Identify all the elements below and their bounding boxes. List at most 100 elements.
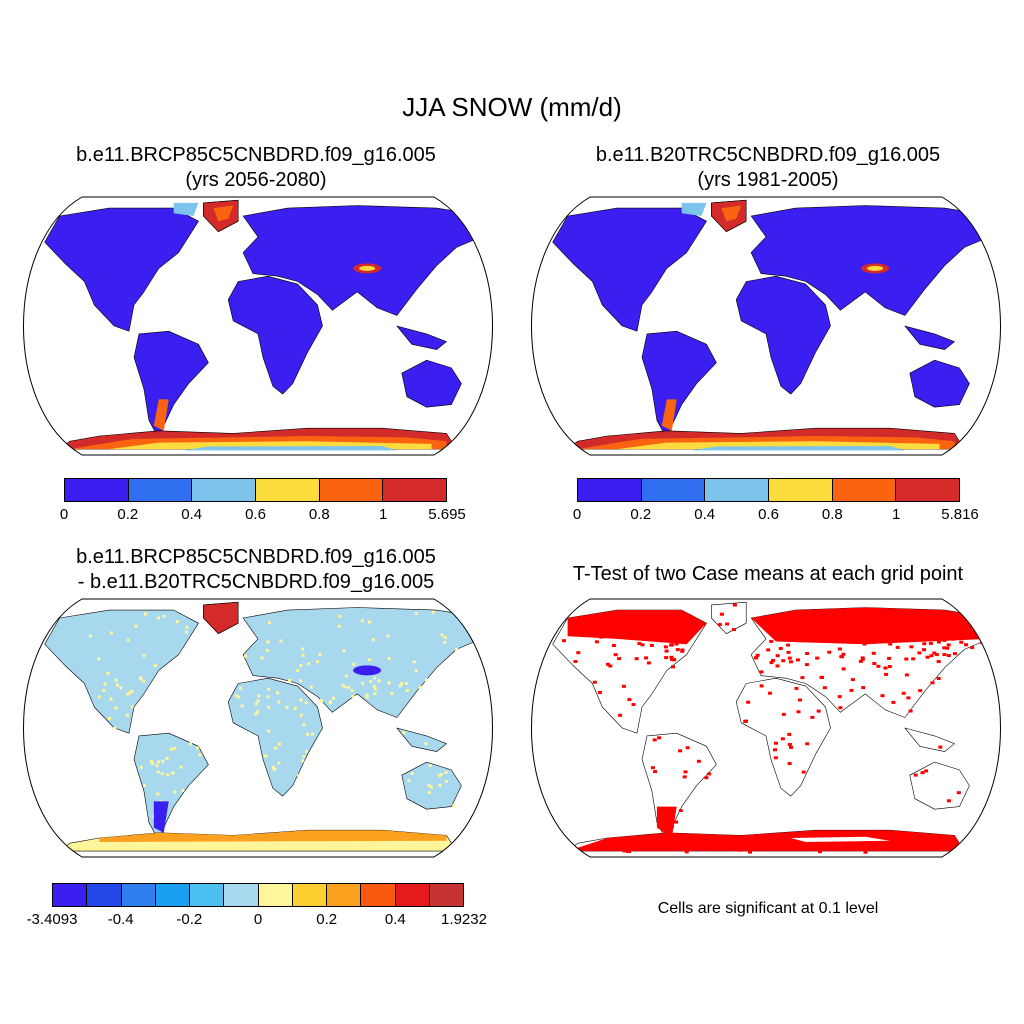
significant-cell (707, 772, 712, 776)
significant-cell (781, 659, 786, 663)
land-greenland (711, 601, 747, 635)
significant-cell (956, 791, 961, 795)
significant-cell (669, 643, 674, 647)
sig-eurasia-band (751, 607, 995, 645)
diff-cell (144, 612, 147, 616)
diff-cell (351, 694, 355, 698)
diff-cell (130, 689, 134, 693)
significant-cell (769, 661, 774, 665)
diff-cell (153, 664, 157, 667)
map-panel-rcp85 (23, 196, 493, 456)
significant-cell (561, 639, 566, 643)
diff-cell (342, 649, 346, 653)
significant-cell (675, 648, 680, 652)
diff-cell (115, 683, 119, 687)
diff-cell (267, 729, 271, 733)
map-outline (23, 598, 493, 858)
diff-cell (139, 677, 143, 681)
greenland-snow-band (213, 205, 234, 222)
significant-cell (637, 642, 642, 645)
diff-cell (373, 687, 377, 691)
diff-cell (260, 656, 264, 660)
significant-cell (936, 677, 941, 680)
significant-cell (837, 647, 842, 651)
diff-cell (169, 747, 173, 751)
diff-cell (360, 619, 364, 623)
land-greenland-diff (203, 601, 239, 635)
significant-cell (627, 850, 632, 853)
colorbar-tick-label: 0.6 (245, 506, 266, 523)
diff-cell (240, 704, 244, 708)
diff-cell (142, 654, 146, 658)
colorbar-swatch (832, 479, 897, 501)
diff-cell (274, 746, 278, 750)
diff-cell (318, 652, 322, 656)
significant-cell (732, 628, 736, 632)
diff-cell (279, 639, 283, 643)
land-seasia (396, 325, 447, 350)
significant-cell (934, 653, 939, 657)
land-seasia (904, 727, 955, 752)
significant-cell (769, 639, 774, 643)
significant-cell (942, 653, 947, 657)
diff-cell (268, 621, 272, 625)
significant-cell (925, 655, 930, 659)
diff-cell (427, 791, 431, 794)
diff-cell (142, 679, 146, 683)
diff-cell (320, 699, 323, 703)
colorbar-rcp85-labels: 0 0.2 0.4 0.6 0.8 1 5.695 (60, 506, 466, 526)
significant-cell (746, 700, 751, 704)
significant-cell (908, 709, 913, 713)
diff-cell (239, 686, 242, 690)
significant-cell (942, 646, 947, 650)
diff-cell (103, 682, 107, 686)
land-australia (401, 761, 462, 810)
significant-cell (861, 686, 866, 690)
significant-cell (664, 649, 669, 653)
land-australia (909, 761, 970, 810)
diff-cell (429, 785, 433, 789)
significant-cell (863, 850, 868, 854)
diff-cell (267, 687, 271, 691)
diff-cell (114, 706, 118, 710)
diff-cell (297, 773, 301, 777)
significant-cell (982, 632, 987, 636)
colorbar-tick-label: 0.4 (694, 506, 716, 523)
significant-cell (768, 691, 772, 695)
significant-cell (938, 745, 943, 749)
significant-cell (773, 748, 777, 752)
diff-cell (151, 762, 155, 766)
map-panel-ttest (531, 598, 1001, 858)
colorbar-swatch (87, 884, 122, 906)
significant-cell (816, 709, 821, 713)
diff-cell (306, 732, 310, 736)
diff-cell (402, 731, 406, 734)
significant-cell (704, 776, 709, 780)
diff-cell (418, 685, 422, 689)
significant-cell (858, 659, 863, 663)
significant-cell (888, 642, 893, 646)
significant-cell (911, 657, 916, 661)
colorbar-swatch (327, 884, 362, 906)
significant-cell (884, 672, 889, 676)
diff-cell (134, 624, 138, 628)
diff-cell (444, 770, 448, 774)
panel4-title: T-Test of two Case means at each grid po… (572, 563, 964, 585)
colorbar-swatch (896, 479, 960, 501)
colorbar-swatch (53, 884, 88, 906)
land-eurasia (242, 205, 487, 316)
colorbar-tick-label: 1.9232 (441, 911, 487, 928)
significant-cell (936, 640, 941, 644)
significant-cell (781, 712, 786, 716)
significant-cell (805, 652, 810, 655)
diff-cell (119, 686, 123, 690)
colorbar-difference (52, 883, 464, 907)
diff-cell (404, 682, 408, 686)
arctic-islands-snow (173, 202, 199, 216)
significant-cell (798, 698, 802, 702)
significant-cell (778, 647, 783, 650)
significant-cell (780, 737, 785, 741)
diff-cell (198, 753, 202, 757)
map-outline (531, 196, 1001, 456)
significant-cell (789, 660, 793, 664)
